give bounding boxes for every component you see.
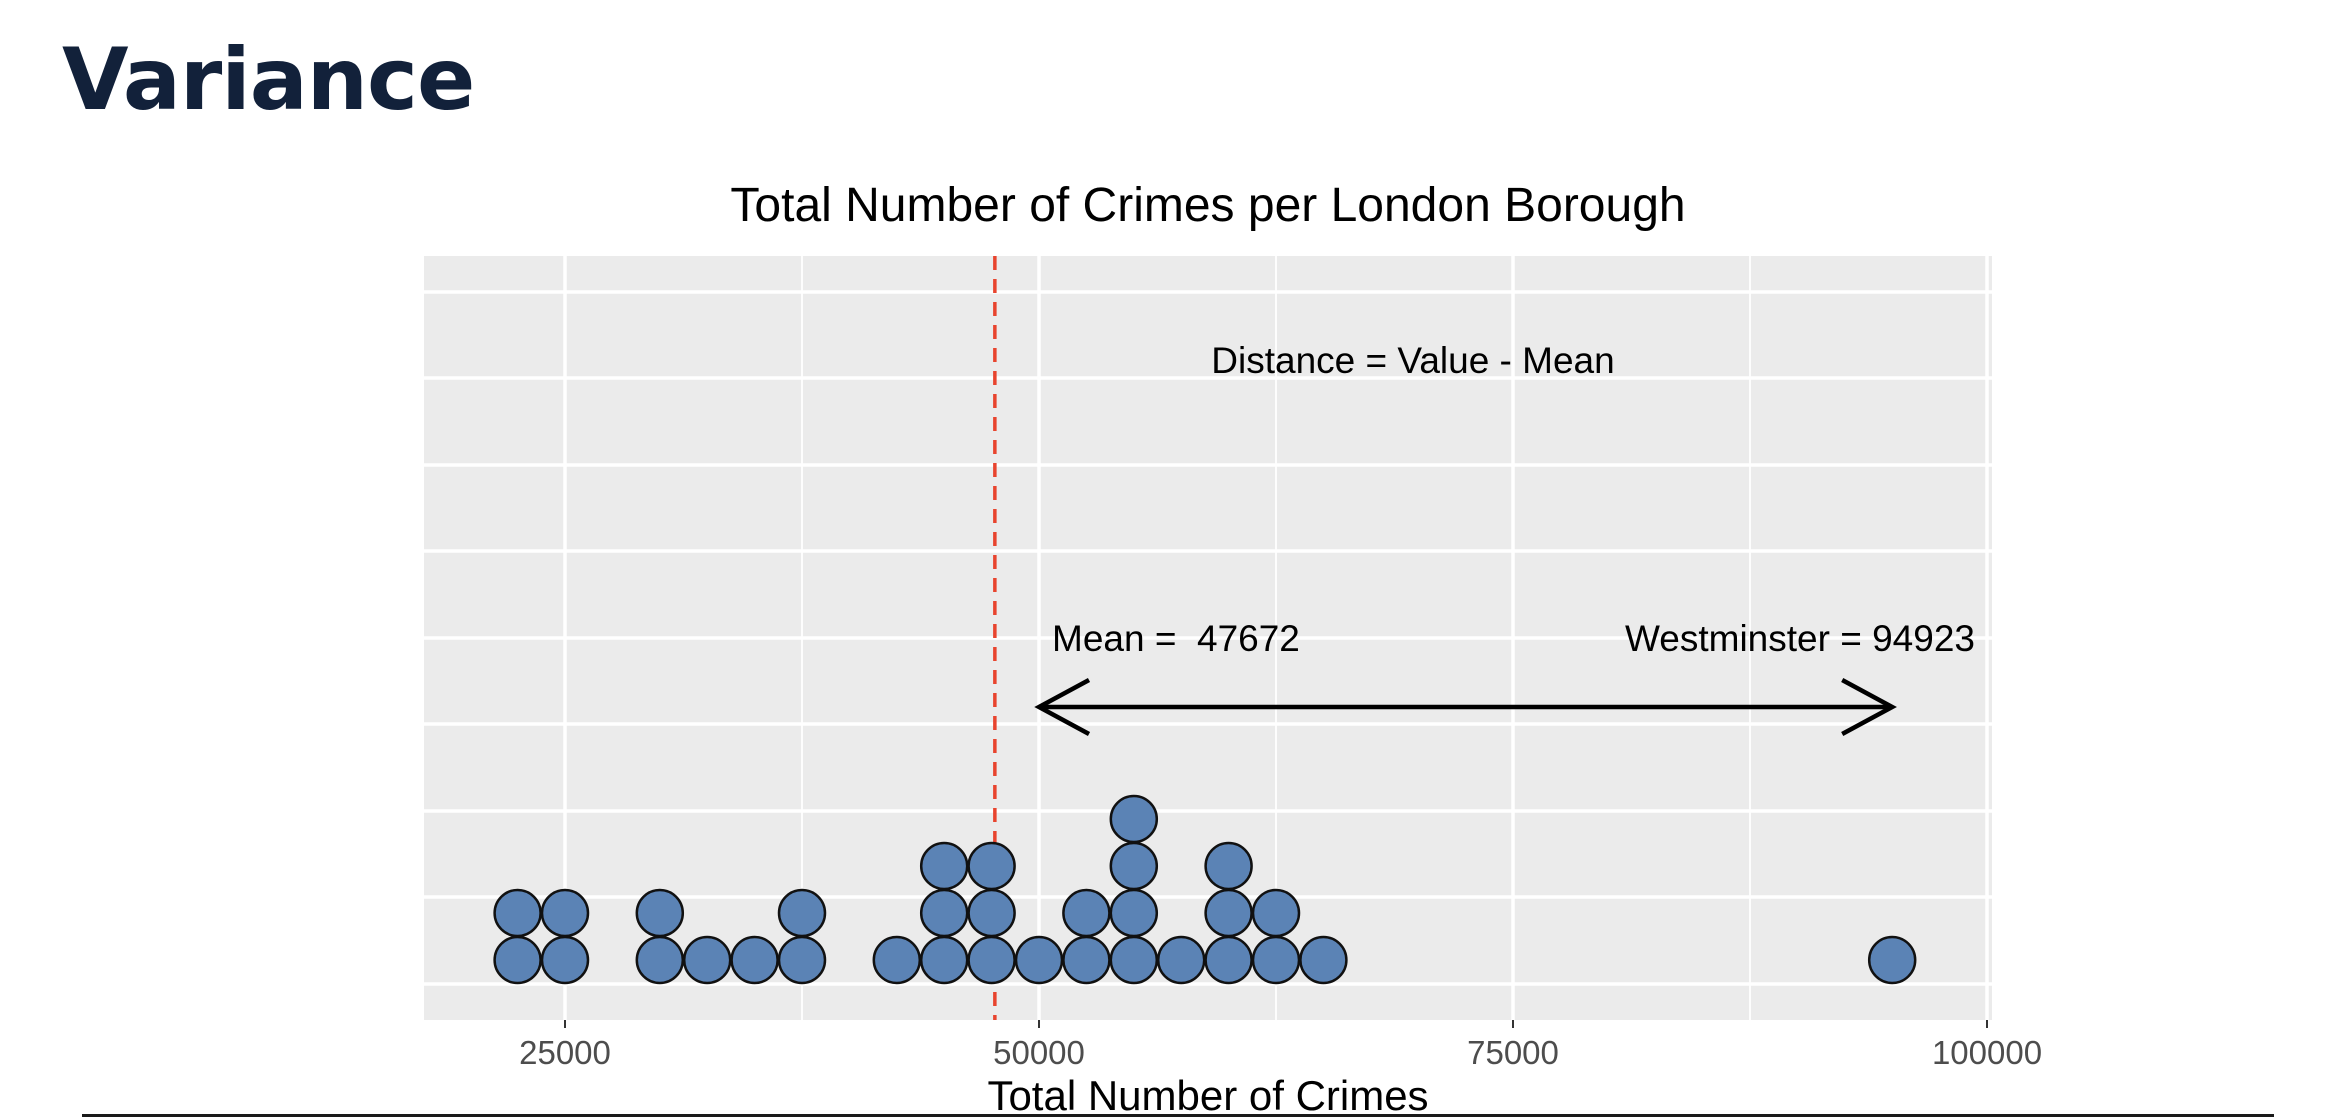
x-axis-label: Total Number of Crimes	[987, 1072, 1428, 1118]
data-dot	[1251, 935, 1301, 985]
data-dot	[919, 888, 969, 938]
data-dot	[1062, 935, 1111, 985]
plot-panel	[327, 256, 1992, 1020]
dots-layer	[493, 794, 1917, 985]
x-tick-label: 75000	[1467, 1034, 1559, 1071]
data-dot	[967, 841, 1016, 891]
data-dot	[730, 935, 779, 985]
footer-divider	[82, 1114, 2274, 1117]
data-dot	[1299, 935, 1348, 985]
data-dot	[635, 888, 685, 938]
distance-annotation: Distance = Value - Mean	[1211, 340, 1614, 381]
data-dot	[635, 935, 685, 985]
x-tick-label: 50000	[993, 1034, 1085, 1071]
slide-title: Variance	[62, 30, 475, 130]
data-dot	[1204, 841, 1253, 891]
data-dot	[1062, 888, 1111, 938]
x-tick-label: 25000	[519, 1034, 611, 1071]
data-dot	[777, 935, 827, 985]
data-dot	[1204, 935, 1253, 985]
data-dot	[1109, 888, 1159, 938]
data-dot	[1867, 935, 1917, 985]
grid-layer	[327, 256, 1992, 1020]
data-dot	[493, 935, 542, 985]
data-dot	[1014, 935, 1064, 985]
data-dot	[777, 888, 827, 938]
x-tick-label: 100000	[1932, 1034, 2042, 1071]
data-dot	[540, 888, 590, 938]
arrow-layer	[1034, 678, 1897, 736]
data-dot	[919, 935, 969, 985]
data-dot	[967, 935, 1016, 985]
data-dot	[493, 888, 542, 938]
mean-label: Mean = 47672	[1052, 618, 1300, 659]
data-dot	[1251, 888, 1301, 938]
data-dot	[1109, 935, 1159, 985]
data-dot	[682, 935, 732, 985]
data-dot	[1204, 888, 1253, 938]
chart-title: Total Number of Crimes per London Boroug…	[730, 179, 1685, 232]
data-dot	[540, 935, 590, 985]
data-dot	[872, 935, 922, 985]
westminster-label: Westminster = 94923	[1625, 618, 1975, 659]
data-dot	[919, 841, 969, 891]
data-dot	[1109, 841, 1159, 891]
data-dot	[1156, 935, 1206, 985]
data-dot	[967, 888, 1016, 938]
data-dot	[1109, 794, 1159, 844]
x-axis-ticks: 25000 50000 75000 100000	[519, 1020, 2042, 1071]
distance-arrow-head-left	[1034, 678, 1091, 736]
distance-arrow-head-right	[1841, 678, 1897, 736]
